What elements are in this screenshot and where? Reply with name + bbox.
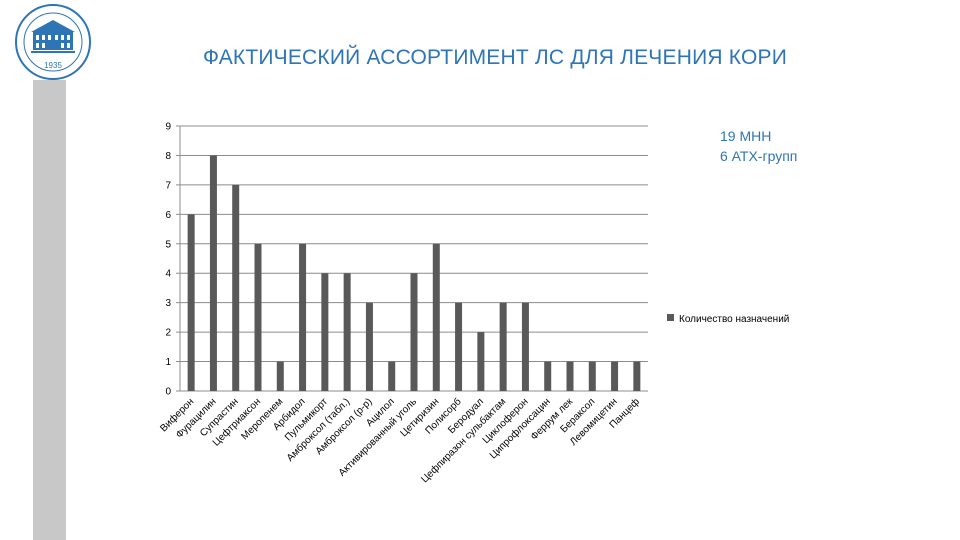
bar-2 [209, 155, 217, 391]
bar-9 [365, 302, 373, 391]
y-tick-label: 4 [165, 269, 171, 280]
university-seal-logo: 1935 [15, 4, 91, 80]
y-tick-label: 9 [165, 122, 171, 133]
y-tick-label: 7 [165, 180, 171, 191]
bar-10 [388, 361, 396, 391]
bar-1 [187, 214, 195, 391]
bar-16 [521, 302, 529, 391]
bar-20 [611, 361, 619, 391]
bar-12 [432, 243, 440, 391]
bars [187, 155, 641, 391]
y-tick-label: 5 [165, 239, 171, 250]
bar-13 [455, 302, 463, 391]
bar-14 [477, 332, 485, 391]
bar-4 [254, 243, 262, 391]
legend-swatch [667, 314, 674, 321]
y-tick-label: 6 [165, 210, 171, 221]
side-decoration-bar [33, 80, 66, 540]
info-line-atc: 6 АТХ-групп [720, 148, 798, 164]
legend: Количество назначений [667, 314, 789, 325]
bar-17 [544, 361, 552, 391]
bar-21 [633, 361, 641, 391]
bar-8 [343, 273, 351, 391]
y-tick-labels: 0 1 2 3 4 5 6 7 8 9 [165, 122, 171, 398]
info-box: 19 МНН 6 АТХ-групп [720, 126, 797, 166]
y-tick-label: 1 [165, 357, 171, 368]
y-tick-label: 3 [165, 298, 171, 309]
svg-text:1935: 1935 [44, 61, 62, 70]
info-line-mnn: 19 МНН [720, 128, 772, 144]
y-tick-label: 2 [165, 328, 171, 339]
bar-15 [499, 302, 507, 391]
bar-5 [276, 361, 284, 391]
category-labels: ВиферонФурацилинСупрастинЦефтриаксонМеро… [158, 395, 642, 485]
slide-title: ФАКТИЧЕСКИЙ АССОРТИМЕНТ ЛС ДЛЯ ЛЕЧЕНИЯ К… [202, 46, 788, 69]
bar-19 [588, 361, 596, 391]
y-tick-label: 0 [165, 387, 171, 398]
bar-6 [299, 243, 307, 391]
legend-label: Количество назначений [679, 314, 789, 325]
bar-7 [321, 273, 329, 391]
y-tick-label: 8 [165, 151, 171, 162]
bar-11 [410, 273, 418, 391]
bar-3 [232, 184, 240, 391]
bar-18 [566, 361, 574, 391]
